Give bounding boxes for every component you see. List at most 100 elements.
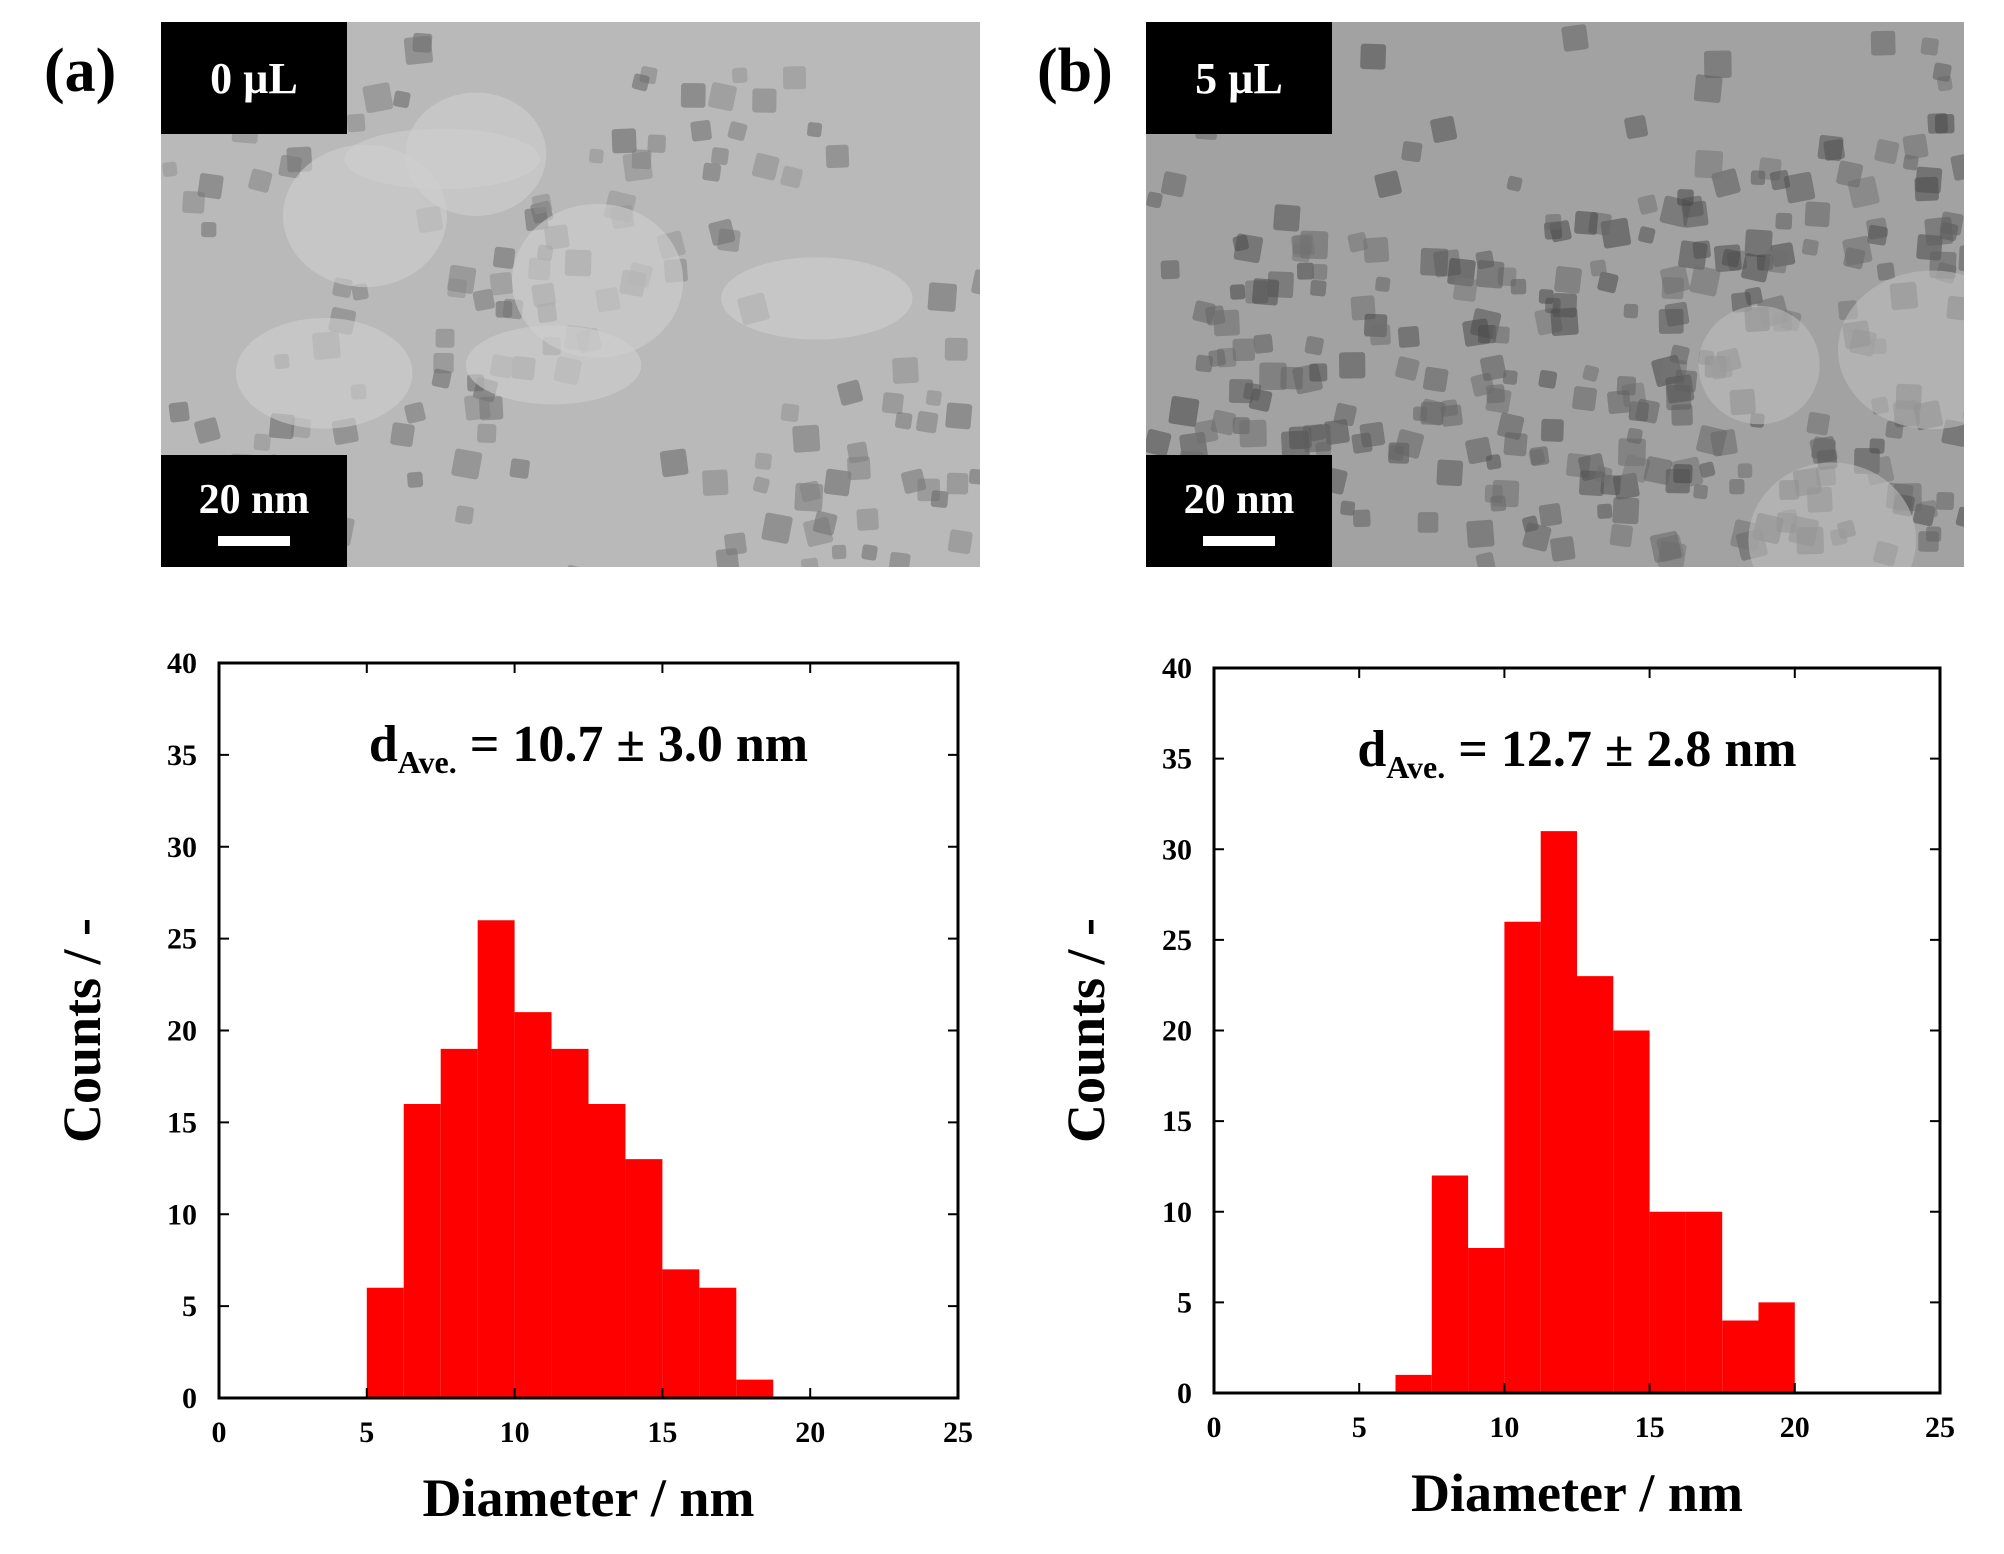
particle	[799, 480, 821, 503]
particle	[1462, 318, 1491, 347]
x-tick-label: 5	[359, 1416, 374, 1449]
particle	[1538, 503, 1563, 527]
y-tick-label: 40	[167, 647, 197, 680]
particle	[1694, 149, 1724, 179]
bar	[588, 1104, 626, 1398]
x-tick-label: 20	[795, 1416, 825, 1449]
bar	[440, 1048, 478, 1398]
particle	[1146, 429, 1172, 457]
particle	[1669, 344, 1690, 365]
y-tick-label: 40	[1162, 652, 1192, 685]
bar	[1540, 831, 1577, 1393]
particle	[1259, 362, 1287, 390]
particle	[492, 246, 516, 269]
y-tick-label: 30	[167, 831, 197, 864]
average-annotation: dAve. = 12.7 ± 2.8 nm	[1357, 721, 1796, 785]
bright-patch	[1698, 305, 1820, 425]
y-tick-label: 30	[1162, 833, 1192, 866]
particle	[1643, 456, 1673, 485]
y-tick-label: 20	[1162, 1015, 1192, 1048]
particle	[825, 144, 850, 169]
particle	[1574, 210, 1599, 235]
particle	[1689, 265, 1721, 297]
particle	[1522, 522, 1552, 552]
particle	[1503, 432, 1528, 457]
particle	[1713, 244, 1742, 273]
particle	[1650, 531, 1682, 563]
particle	[1210, 409, 1237, 436]
particle	[754, 452, 772, 470]
particle	[1626, 427, 1643, 444]
particle	[1492, 479, 1520, 508]
particle	[1607, 390, 1631, 415]
particle	[631, 149, 652, 170]
particle	[1333, 402, 1357, 427]
scale-bar-line-b	[1203, 536, 1275, 546]
x-tick-label: 20	[1780, 1411, 1810, 1444]
particle	[823, 468, 852, 497]
particle	[1273, 204, 1301, 232]
tem-image-b: 5 µL 20 nm	[1146, 22, 1964, 567]
bright-patch	[1748, 462, 1917, 567]
particle	[731, 67, 748, 84]
y-tick-label: 5	[1177, 1286, 1192, 1319]
particle	[531, 193, 553, 215]
particle	[447, 264, 477, 294]
particle	[1540, 418, 1564, 442]
particle	[1352, 509, 1371, 528]
particle	[1867, 224, 1888, 246]
bar	[1758, 1302, 1795, 1393]
particle	[1339, 352, 1366, 379]
particle	[1693, 74, 1723, 104]
particle	[472, 288, 495, 312]
particle	[1597, 503, 1613, 519]
particle	[1612, 497, 1640, 525]
particle	[1529, 446, 1550, 466]
bar	[1649, 1211, 1686, 1393]
bar	[625, 1159, 663, 1398]
particle	[1804, 201, 1831, 228]
particle	[1303, 423, 1332, 453]
bar	[662, 1269, 700, 1398]
particle	[479, 396, 504, 421]
particle	[362, 82, 394, 114]
particle	[1673, 463, 1693, 484]
particle	[1635, 398, 1660, 424]
particle	[1622, 454, 1651, 483]
x-tick-label: 10	[1489, 1411, 1519, 1444]
particle	[404, 402, 426, 424]
bar	[1431, 1175, 1469, 1393]
particle	[1869, 438, 1885, 454]
particle	[1939, 211, 1964, 236]
particle	[1146, 191, 1163, 209]
bar	[366, 1287, 404, 1398]
bar	[1504, 921, 1541, 1393]
particle	[1466, 519, 1495, 548]
histogram-a: 0 5 10 15 20 25 0 5 10 15 20 25 30 35 40 Diameter / nm C…	[52, 647, 973, 1528]
bar	[699, 1287, 737, 1398]
particle	[915, 410, 939, 434]
bright-patch	[1838, 270, 1964, 430]
particle	[1363, 237, 1390, 263]
tem-image-a: 0 µL 20 nm	[161, 22, 980, 567]
particle	[847, 456, 871, 481]
x-tick-label: 0	[212, 1416, 227, 1449]
particle-field	[1146, 24, 1964, 567]
particle	[1836, 160, 1864, 188]
particle	[1290, 233, 1315, 258]
y-tick-label: 25	[1162, 924, 1192, 957]
particle	[1232, 338, 1256, 362]
particle	[1552, 292, 1578, 318]
panel-letter-b: (b)	[1037, 37, 1113, 105]
particle	[1874, 139, 1900, 165]
particle	[390, 422, 415, 448]
particle	[1902, 133, 1929, 160]
particle	[1744, 229, 1773, 258]
y-tick-label: 10	[167, 1198, 197, 1231]
particle	[1597, 271, 1619, 294]
particle	[1538, 369, 1558, 389]
x-tick-label: 5	[1352, 1411, 1367, 1444]
particle	[831, 544, 847, 560]
bar	[551, 1048, 589, 1398]
particle	[1485, 454, 1502, 470]
